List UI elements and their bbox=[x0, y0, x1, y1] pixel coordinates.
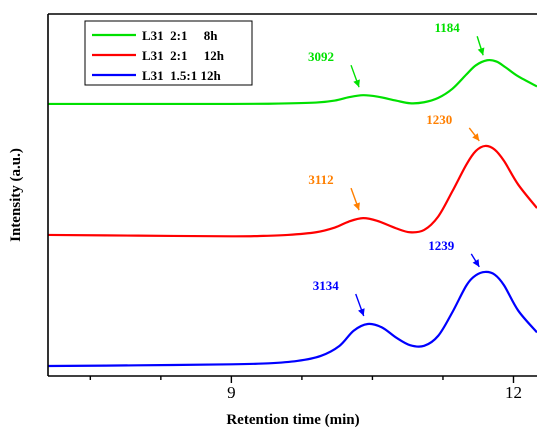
legend-label-2: L31 2:1 12h bbox=[142, 48, 225, 63]
peak-arrowhead-3 bbox=[353, 202, 360, 211]
peak-arrowhead-5 bbox=[358, 308, 365, 316]
peak-label-4: 1230 bbox=[426, 112, 452, 127]
legend-label-3: L31 1.5:1 12h bbox=[142, 68, 222, 83]
series-line-1 bbox=[48, 58, 537, 106]
legend-label-1: L31 2:1 8h bbox=[142, 28, 218, 43]
peak-arrowhead-1 bbox=[353, 79, 360, 88]
peak-arrowhead-2 bbox=[477, 47, 485, 56]
peak-arrowhead-4 bbox=[472, 133, 480, 141]
y-axis-title: Intensity (a.u.) bbox=[8, 148, 24, 242]
plot-area: 3092 1184 3112 1230 3134 1239 9 12 bbox=[47, 13, 537, 402]
peak-arrowhead-6 bbox=[472, 259, 480, 267]
x-tick-label: 9 bbox=[227, 383, 236, 402]
series-line-3 bbox=[48, 270, 537, 368]
peak-label-1: 3092 bbox=[308, 49, 334, 64]
peak-label-6: 1239 bbox=[428, 238, 455, 253]
x-tick-label: 12 bbox=[505, 383, 522, 402]
peak-label-3: 3112 bbox=[308, 172, 333, 187]
series-line-2 bbox=[48, 144, 537, 238]
x-axis-title: Retention time (min) bbox=[226, 412, 359, 428]
legend: L31 2:1 8h L31 2:1 12h L31 1.5:1 12h bbox=[84, 20, 253, 86]
peak-label-2: 1184 bbox=[435, 20, 461, 35]
peak-label-5: 3134 bbox=[313, 278, 340, 293]
